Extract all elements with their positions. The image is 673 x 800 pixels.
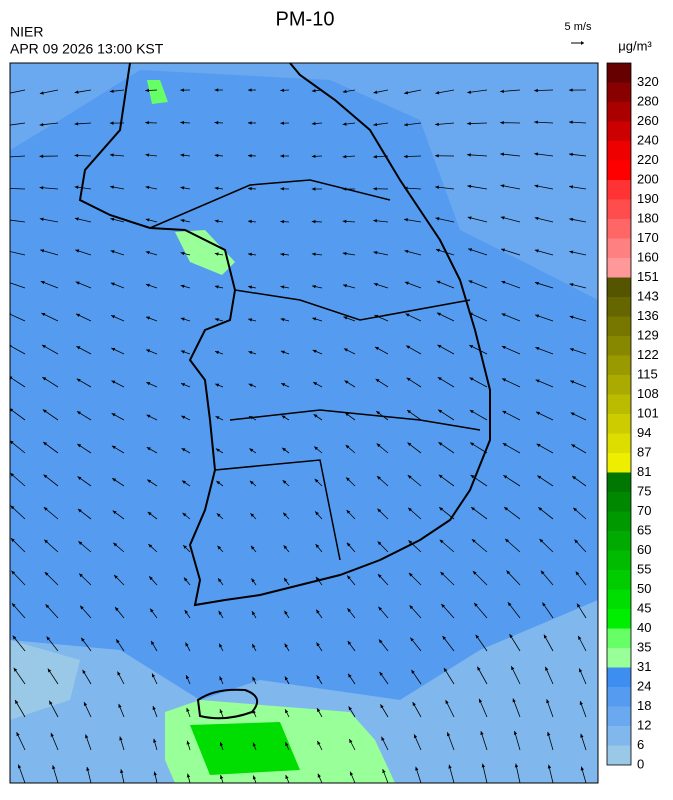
agency: NIER (10, 24, 43, 40)
colorbar-label: 180 (637, 210, 659, 225)
colorbar-swatch (607, 668, 631, 688)
wind-arrow-head (6, 92, 10, 95)
colorbar-label: 12 (637, 717, 651, 732)
colorbar-swatch (607, 453, 631, 473)
colorbar-label: 108 (637, 386, 659, 401)
colorbar-label: 101 (637, 405, 659, 420)
wind-arrow-head (6, 250, 10, 253)
colorbar-swatch (607, 356, 631, 376)
colorbar-swatch (607, 317, 631, 337)
colorbar-swatch (607, 200, 631, 220)
wind-arrow-head (5, 124, 9, 127)
colorbar-label: 320 (637, 74, 659, 89)
colorbar-swatch (607, 297, 631, 317)
colorbar-label: 6 (637, 737, 644, 752)
colorbar-label: 260 (637, 113, 659, 128)
colorbar-swatch (607, 726, 631, 746)
unit: μg/m³ (618, 38, 652, 53)
wind-arrow-head (5, 155, 9, 158)
colorbar-label: 0 (637, 756, 644, 771)
colorbar-label: 45 (637, 600, 651, 615)
wind-arrow-head (5, 187, 9, 190)
colorbar-swatch (607, 83, 631, 103)
colorbar-swatch (607, 473, 631, 493)
colorbar-swatch (607, 395, 631, 415)
colorbar-swatch (607, 570, 631, 590)
colorbar-label: 280 (637, 93, 659, 108)
colorbar-label: 40 (637, 620, 651, 635)
colorbar-swatch (607, 161, 631, 181)
colorbar-label: 240 (637, 132, 659, 147)
colorbar-swatch (607, 629, 631, 649)
title: PM-10 (276, 8, 335, 30)
colorbar-label: 94 (637, 425, 651, 440)
colorbar-swatch (607, 707, 631, 727)
colorbar-swatch (607, 434, 631, 454)
colorbar-label: 35 (637, 639, 651, 654)
colorbar-label: 170 (637, 230, 659, 245)
colorbar-label: 136 (637, 308, 659, 323)
colorbar-swatch (607, 102, 631, 122)
colorbar-swatch (607, 648, 631, 668)
colorbar-swatch (607, 239, 631, 259)
colorbar-label: 115 (637, 366, 658, 381)
colorbar-swatch (607, 63, 631, 83)
colorbar-swatch (607, 492, 631, 512)
colorbar-label: 143 (637, 288, 659, 303)
colorbar-label: 55 (637, 561, 651, 576)
colorbar-swatch (607, 609, 631, 629)
colorbar-swatch (607, 687, 631, 707)
datetime: APR 09 2026 13:00 KST (10, 41, 164, 57)
colorbar-label: 65 (637, 522, 651, 537)
colorbar: 0 6 12 18 24 31 35 40 45 50 55 60 65 70 75 81 87 94 101 108… (607, 63, 659, 771)
wind-arrow-head (5, 218, 9, 221)
colorbar-label: 122 (637, 347, 659, 362)
colorbar-swatch (607, 531, 631, 551)
colorbar-label: 200 (637, 171, 659, 186)
colorbar-label: 60 (637, 542, 651, 557)
colorbar-swatch (607, 180, 631, 200)
colorbar-label: 31 (637, 659, 651, 674)
colorbar-label: 87 (637, 444, 651, 459)
colorbar-label: 151 (637, 269, 659, 284)
colorbar-swatch (607, 122, 631, 142)
colorbar-swatch (607, 141, 631, 161)
wind-scale-label: 5 m/s (565, 21, 592, 33)
colorbar-swatch (607, 512, 631, 532)
colorbar-label: 70 (637, 503, 651, 518)
colorbar-label: 24 (637, 678, 651, 693)
colorbar-label: 190 (637, 191, 659, 206)
colorbar-swatch (607, 746, 631, 766)
map (5, 63, 598, 783)
colorbar-label: 81 (637, 464, 651, 479)
colorbar-swatch (607, 375, 631, 395)
colorbar-swatch (607, 551, 631, 571)
colorbar-label: 50 (637, 581, 651, 596)
colorbar-swatch (607, 278, 631, 298)
colorbar-swatch (607, 258, 631, 278)
colorbar-label: 75 (637, 483, 651, 498)
colorbar-swatch (607, 590, 631, 610)
colorbar-label: 220 (637, 152, 659, 167)
colorbar-label: 160 (637, 249, 659, 264)
colorbar-label: 129 (637, 327, 659, 342)
colorbar-swatch (607, 219, 631, 239)
colorbar-swatch (607, 414, 631, 434)
colorbar-swatch (607, 336, 631, 356)
wind-scale-head (581, 41, 584, 45)
colorbar-label: 18 (637, 698, 651, 713)
